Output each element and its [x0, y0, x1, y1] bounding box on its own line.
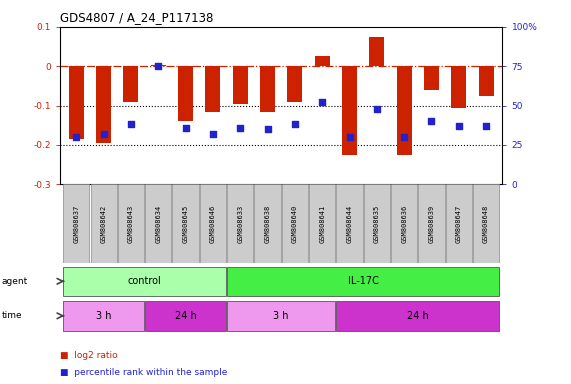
- Bar: [96, 66, 111, 143]
- Point: [263, 126, 272, 132]
- Bar: [369, 37, 384, 66]
- Bar: [69, 66, 84, 139]
- Text: GSM808640: GSM808640: [292, 205, 298, 243]
- Text: GSM808645: GSM808645: [183, 205, 188, 243]
- Text: time: time: [2, 311, 22, 320]
- Text: agent: agent: [2, 277, 28, 286]
- Text: control: control: [128, 276, 162, 286]
- Bar: [178, 66, 193, 121]
- Text: GSM808646: GSM808646: [210, 205, 216, 243]
- Text: GSM808647: GSM808647: [456, 205, 462, 243]
- Bar: [397, 66, 412, 155]
- Text: 24 h: 24 h: [175, 311, 196, 321]
- Text: ■  percentile rank within the sample: ■ percentile rank within the sample: [60, 368, 227, 377]
- Point: [154, 63, 163, 70]
- Text: IL-17C: IL-17C: [348, 276, 379, 286]
- Bar: [260, 66, 275, 111]
- Point: [99, 131, 108, 137]
- Text: GSM808648: GSM808648: [483, 205, 489, 243]
- Bar: [227, 266, 499, 296]
- Point: [126, 121, 135, 127]
- Point: [290, 121, 299, 127]
- Bar: [282, 184, 308, 263]
- Point: [345, 134, 354, 140]
- Point: [72, 134, 81, 140]
- Bar: [63, 266, 226, 296]
- Point: [400, 134, 409, 140]
- Point: [454, 123, 463, 129]
- Text: GSM808633: GSM808633: [237, 205, 243, 243]
- Point: [372, 106, 381, 112]
- Point: [181, 124, 190, 131]
- Bar: [145, 301, 226, 331]
- Bar: [145, 184, 171, 263]
- Bar: [233, 66, 248, 104]
- Point: [208, 131, 218, 137]
- Bar: [424, 66, 439, 90]
- Bar: [118, 184, 144, 263]
- Text: GSM808638: GSM808638: [264, 205, 271, 243]
- Point: [236, 124, 245, 131]
- Point: [427, 118, 436, 124]
- Bar: [172, 184, 199, 263]
- Bar: [473, 184, 499, 263]
- Text: GSM808641: GSM808641: [319, 205, 325, 243]
- Text: GSM808636: GSM808636: [401, 205, 407, 243]
- Bar: [63, 184, 90, 263]
- Bar: [315, 56, 329, 66]
- Bar: [445, 184, 472, 263]
- Bar: [91, 184, 117, 263]
- Bar: [336, 184, 363, 263]
- Text: 3 h: 3 h: [274, 311, 289, 321]
- Bar: [227, 184, 254, 263]
- Bar: [151, 65, 166, 66]
- Bar: [123, 66, 139, 102]
- Bar: [63, 301, 144, 331]
- Text: 24 h: 24 h: [407, 311, 429, 321]
- Bar: [200, 184, 226, 263]
- Text: GSM808642: GSM808642: [100, 205, 107, 243]
- Point: [317, 99, 327, 106]
- Text: GSM808635: GSM808635: [374, 205, 380, 243]
- Bar: [451, 66, 467, 108]
- Text: GDS4807 / A_24_P117138: GDS4807 / A_24_P117138: [60, 12, 214, 25]
- Bar: [287, 66, 303, 102]
- Bar: [336, 301, 499, 331]
- Point: [481, 123, 490, 129]
- Text: GSM808643: GSM808643: [128, 205, 134, 243]
- Text: 3 h: 3 h: [96, 311, 111, 321]
- Bar: [206, 66, 220, 111]
- Text: GSM808639: GSM808639: [428, 205, 435, 243]
- Bar: [227, 301, 335, 331]
- Text: GSM808634: GSM808634: [155, 205, 161, 243]
- Bar: [478, 66, 493, 96]
- Bar: [364, 184, 390, 263]
- Bar: [255, 184, 281, 263]
- Bar: [419, 184, 445, 263]
- Text: GSM808644: GSM808644: [347, 205, 352, 243]
- Bar: [309, 184, 335, 263]
- Text: GSM808637: GSM808637: [73, 205, 79, 243]
- Bar: [391, 184, 417, 263]
- Bar: [342, 66, 357, 155]
- Text: ■  log2 ratio: ■ log2 ratio: [60, 351, 118, 360]
